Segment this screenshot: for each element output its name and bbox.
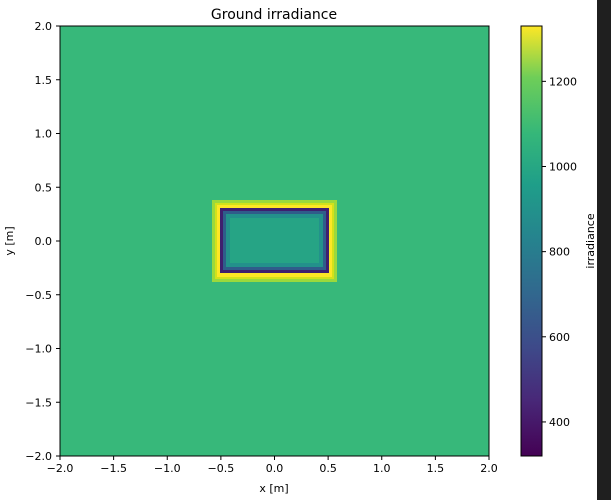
x-tick-label: 2.0 <box>480 462 498 475</box>
x-tick-label: 1.0 <box>373 462 391 475</box>
colorbar-tick-label: 1000 <box>549 160 577 173</box>
colorbar: 1200 1000 800 600 400 irradiance <box>520 25 597 457</box>
x-tick-label: 0.5 <box>319 462 337 475</box>
y-axis: 2.0 1.5 1.0 0.5 0.0 −0.5 −1.0 −1.5 −2.0 <box>25 20 60 463</box>
y-tick-label: −2.0 <box>25 450 52 463</box>
x-tick-label: −1.0 <box>154 462 181 475</box>
chart-title: Ground irradiance <box>211 7 337 23</box>
x-axis: −2.0 −1.5 −1.0 −0.5 0.0 0.5 1.0 1.5 2.0 <box>47 456 498 475</box>
x-tick-label: 1.5 <box>427 462 445 475</box>
x-tick-label: −1.5 <box>100 462 127 475</box>
x-tick-label: −0.5 <box>208 462 235 475</box>
colorbar-label: irradiance <box>584 213 597 268</box>
y-tick-label: −0.5 <box>25 289 52 302</box>
colorbar-tick-label: 400 <box>549 416 570 429</box>
y-tick-label: 2.0 <box>35 20 53 33</box>
y-axis-label: y [m] <box>3 226 16 255</box>
y-tick-label: −1.0 <box>25 343 52 356</box>
colorbar-gradient <box>520 25 543 457</box>
y-tick-label: −1.5 <box>25 396 52 409</box>
colorbar-tick-label: 1200 <box>549 75 577 88</box>
colorbar-tick-label: 800 <box>549 246 570 259</box>
y-tick-label: 0.5 <box>35 181 53 194</box>
colorbar-tick-label: 600 <box>549 331 570 344</box>
x-tick-label: −2.0 <box>47 462 74 475</box>
heatmap-interior <box>230 218 319 263</box>
y-tick-label: 0.0 <box>35 235 53 248</box>
y-tick-label: 1.5 <box>35 74 53 87</box>
y-tick-label: 1.0 <box>35 128 53 141</box>
colorbar-ticks: 1200 1000 800 600 400 <box>542 75 577 429</box>
x-axis-label: x [m] <box>259 482 288 495</box>
heatmap <box>59 25 490 457</box>
window-edge <box>597 0 611 500</box>
x-tick-label: 0.0 <box>266 462 284 475</box>
